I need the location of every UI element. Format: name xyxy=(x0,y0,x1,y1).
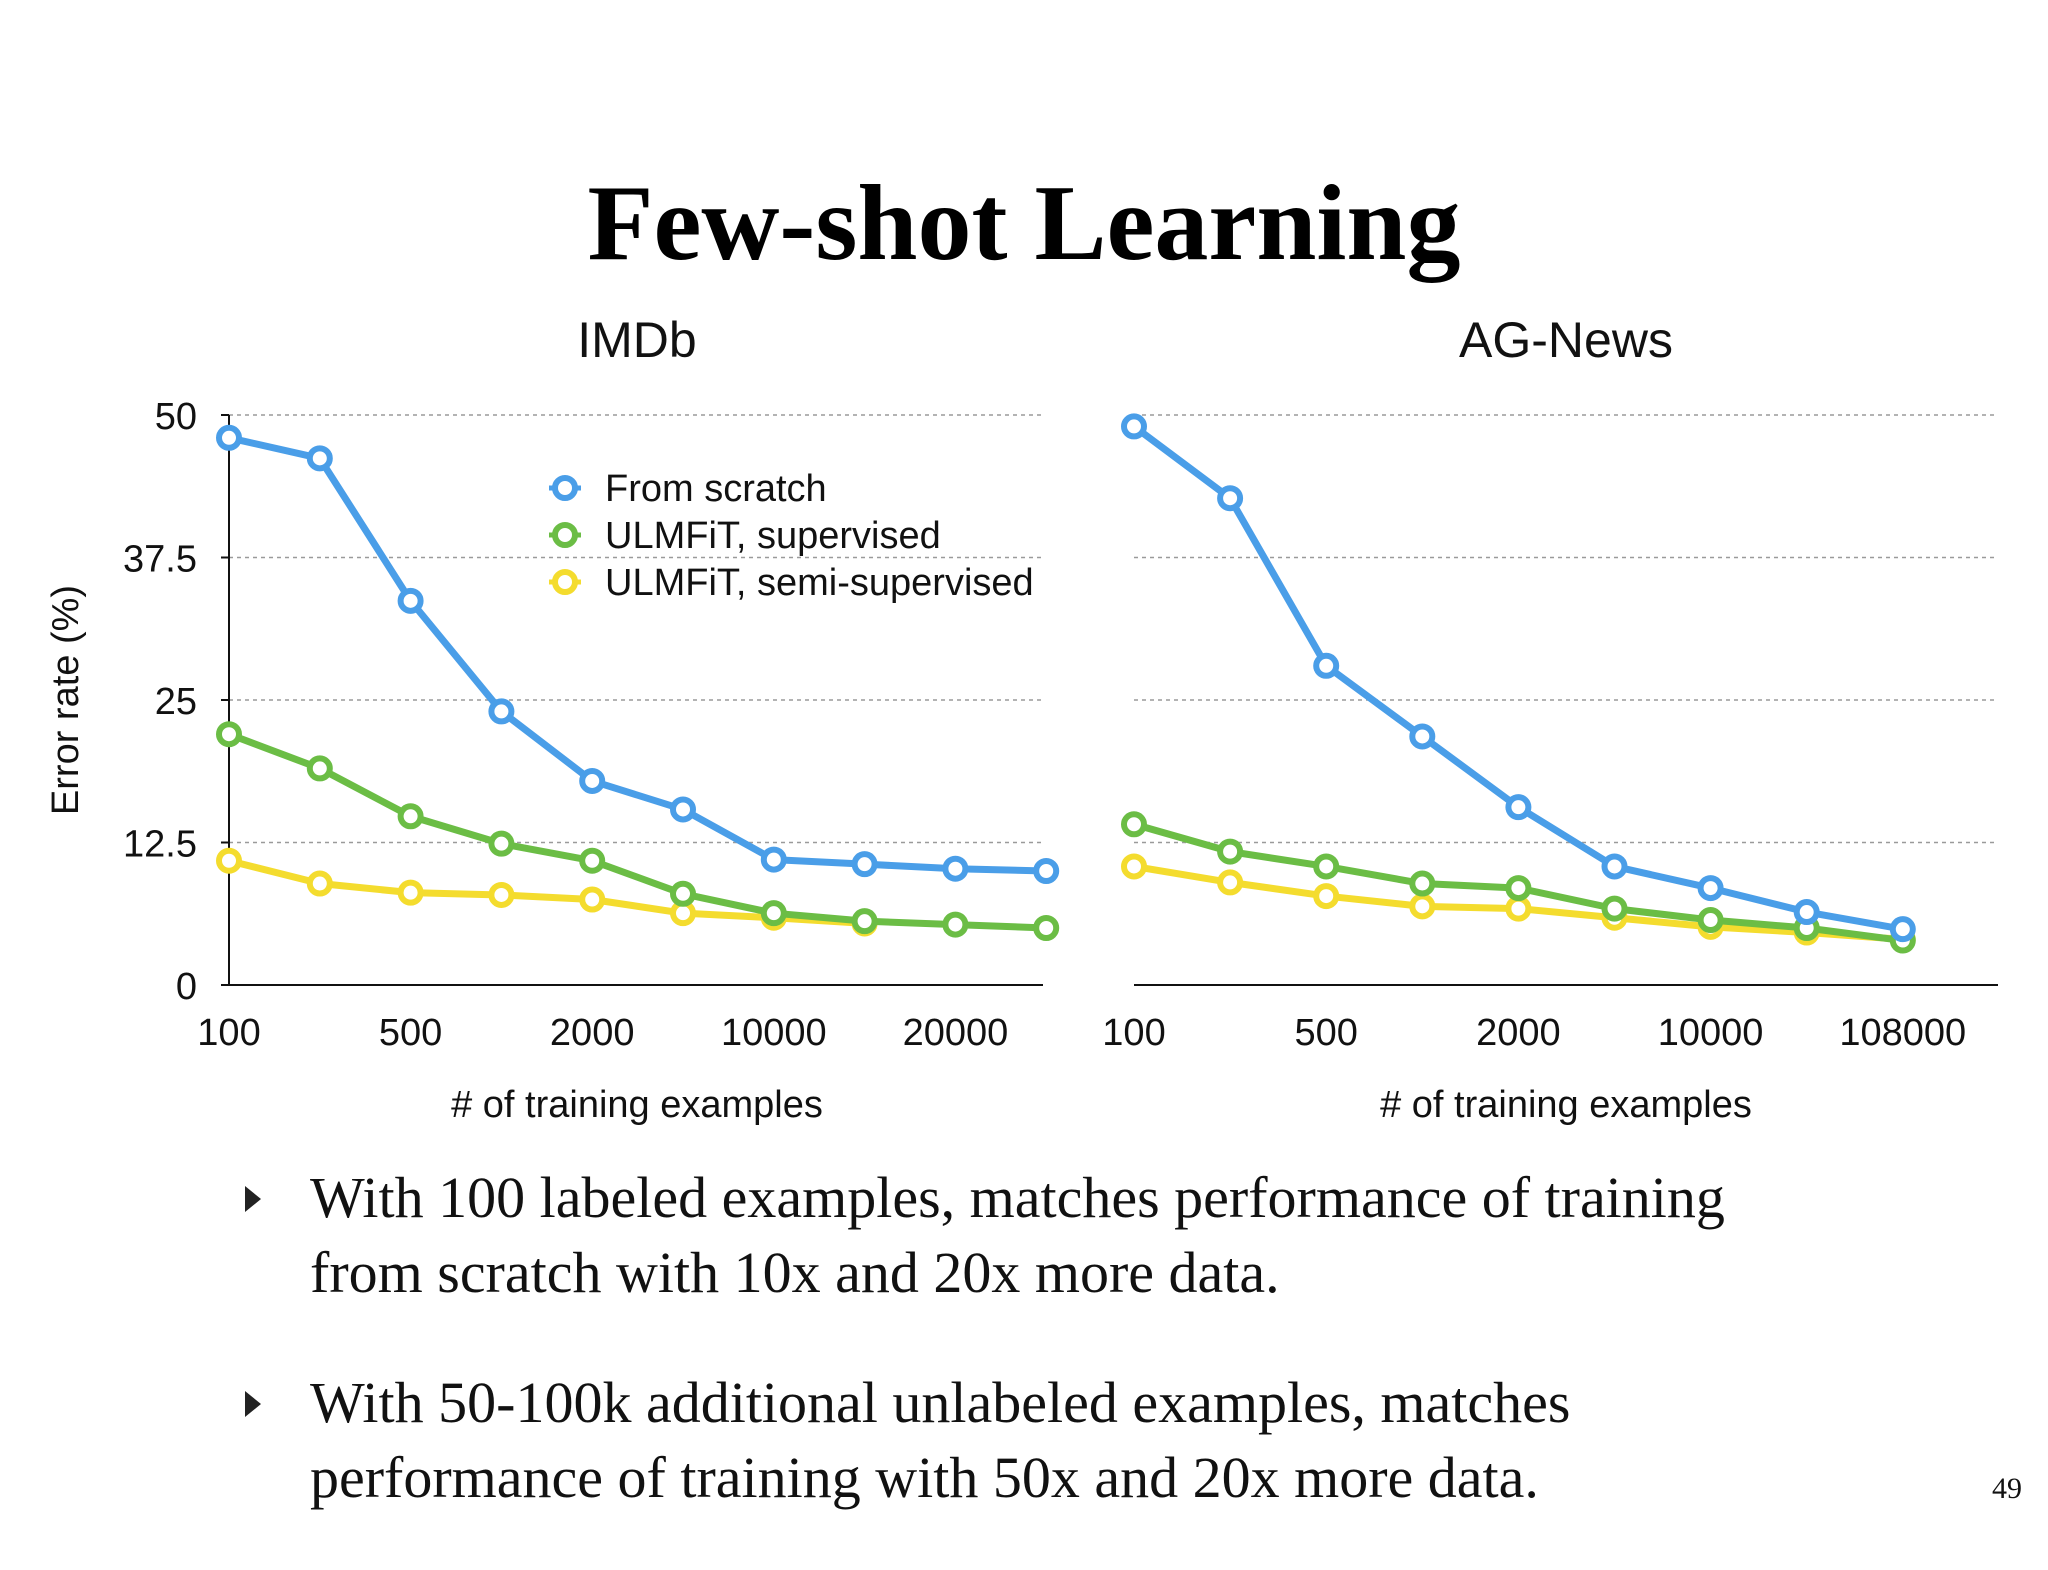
y-tick-label: 25 xyxy=(155,681,197,723)
slide-title: Few-shot Learning xyxy=(587,164,1461,283)
legend-marker xyxy=(552,569,578,595)
y-tick-label: 37.5 xyxy=(123,539,197,581)
data-point xyxy=(579,886,606,913)
bullet-item: With 50-100k additional unlabeled exampl… xyxy=(245,1365,1805,1515)
bullet-arrow-icon xyxy=(245,1186,261,1212)
y-tick-label: 0 xyxy=(176,966,197,1008)
x-tick-label: 20000 xyxy=(903,1012,1009,1054)
data-point xyxy=(488,698,515,725)
data-point xyxy=(1033,915,1060,941)
series-line xyxy=(225,434,1050,875)
legend-label: ULMFiT, semi-supervised xyxy=(605,562,1034,604)
x-tick-label: 100 xyxy=(197,1012,260,1054)
legend-marker xyxy=(552,522,578,548)
chart-imdb: IMDb 0 12.5 25 37.5 50 Error rate (%) 100 500 200… xyxy=(45,312,1060,1126)
chart-title: IMDb xyxy=(577,312,696,368)
x-tick-label: 500 xyxy=(1294,1012,1357,1054)
bullet-list: With 100 labeled examples, matches perfo… xyxy=(245,1160,1805,1570)
series-ulmfit-supervised xyxy=(216,721,1060,941)
series-from-scratch xyxy=(216,424,1060,884)
legend: From scratch ULMFiT, supervised ULMFiT, se… xyxy=(549,468,1034,604)
data-point xyxy=(1505,875,1532,902)
series-line xyxy=(225,730,1050,932)
data-point xyxy=(760,900,787,927)
bullet-arrow-icon xyxy=(245,1391,261,1417)
data-point xyxy=(942,855,969,882)
data-point xyxy=(1601,895,1628,922)
data-point xyxy=(760,846,787,873)
data-point xyxy=(1033,858,1060,884)
data-point xyxy=(1121,853,1147,880)
charts: IMDb 0 12.5 25 37.5 50 Error rate (%) 100 500 200… xyxy=(45,312,1998,1126)
data-point xyxy=(670,796,696,823)
data-point xyxy=(397,587,424,614)
data-point xyxy=(1601,853,1628,880)
x-tick-label: 108000 xyxy=(1839,1012,1966,1054)
page-number: 49 xyxy=(1992,1472,2022,1505)
data-point xyxy=(306,445,333,472)
y-tick-label: 50 xyxy=(155,396,197,438)
chart-title: AG-News xyxy=(1459,312,1673,368)
series-ulmfit-semi-supervised xyxy=(1121,853,1916,953)
data-point xyxy=(670,880,696,907)
y-axis-label: Error rate (%) xyxy=(45,585,87,815)
data-point xyxy=(216,847,242,874)
legend-label: From scratch xyxy=(605,468,827,510)
data-point xyxy=(1409,870,1436,897)
x-tick-label: 500 xyxy=(379,1012,442,1054)
data-point xyxy=(488,881,515,908)
data-point xyxy=(1505,794,1532,821)
data-point xyxy=(1697,907,1724,934)
data-point xyxy=(1793,899,1820,926)
x-tick-label: 2000 xyxy=(550,1012,635,1054)
data-point xyxy=(1409,893,1436,920)
data-point xyxy=(851,851,878,878)
data-point xyxy=(1121,811,1147,838)
data-point xyxy=(942,911,969,938)
x-tick-label: 10000 xyxy=(721,1012,827,1054)
data-point xyxy=(1217,838,1244,865)
data-point xyxy=(1313,652,1340,679)
data-point xyxy=(851,908,878,935)
x-axis-label: # of training examples xyxy=(1380,1084,1752,1126)
data-point xyxy=(1889,916,1916,943)
chart-agnews: AG-News 100 500 2000 10000 108000 # of trainin… xyxy=(1102,312,1998,1126)
data-point xyxy=(1697,875,1724,902)
data-point xyxy=(397,879,424,906)
bullet-text: With 100 labeled examples, matches perfo… xyxy=(310,1165,1725,1305)
data-point xyxy=(579,767,606,794)
data-point xyxy=(1313,883,1340,910)
data-point xyxy=(397,803,424,830)
legend-label: ULMFiT, supervised xyxy=(605,515,941,557)
bullet-item: With 100 labeled examples, matches perfo… xyxy=(245,1160,1805,1310)
data-point xyxy=(579,847,606,874)
series-from-scratch xyxy=(1121,413,1916,943)
bullet-text: With 50-100k additional unlabeled exampl… xyxy=(310,1370,1571,1510)
legend-marker xyxy=(552,475,578,501)
data-point xyxy=(1121,413,1147,440)
data-point xyxy=(1217,485,1244,512)
x-tick-label: 10000 xyxy=(1658,1012,1764,1054)
data-point xyxy=(216,424,242,451)
y-tick-label: 12.5 xyxy=(123,824,197,866)
data-point xyxy=(1505,895,1532,922)
x-axis-label: # of training examples xyxy=(451,1084,823,1126)
data-point xyxy=(488,830,515,857)
series-line xyxy=(225,857,869,927)
data-point xyxy=(216,721,242,748)
x-tick-label: 2000 xyxy=(1476,1012,1561,1054)
data-point xyxy=(1409,723,1436,750)
data-point xyxy=(306,870,333,897)
data-point xyxy=(1313,853,1340,880)
data-point xyxy=(306,755,333,782)
data-point xyxy=(1217,869,1244,896)
x-tick-label: 100 xyxy=(1102,1012,1165,1054)
